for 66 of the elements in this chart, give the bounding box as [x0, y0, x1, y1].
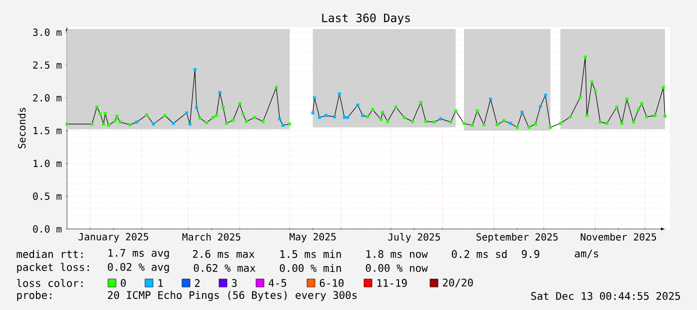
- x-tick-label: March 2025: [182, 233, 240, 241]
- text: 0.00 % min: [280, 264, 341, 272]
- point: [324, 114, 328, 118]
- y-tick-label: 2.5 m: [33, 61, 62, 69]
- y-tick-label: 0.0 m: [33, 225, 62, 233]
- legend-label: 11-19: [377, 279, 407, 287]
- point: [185, 111, 188, 114]
- point: [318, 116, 321, 119]
- text: 20 ICMP Echo Pings (56 Bytes) every 300s: [108, 290, 357, 302]
- legend-label: 1: [158, 279, 163, 287]
- text: 0.62 % max: [194, 264, 256, 272]
- y-tick-label: 1.0 m: [34, 160, 62, 168]
- point: [193, 68, 196, 72]
- point: [356, 104, 360, 107]
- legend-label: 4-5: [268, 279, 286, 287]
- legend-label: 6-10: [320, 279, 344, 287]
- y-tick-label: 2.0 m: [33, 94, 62, 102]
- point: [338, 92, 341, 96]
- text: 0.2 ms sd: [452, 250, 507, 258]
- point: [188, 122, 192, 126]
- y-tick-label: 3.0 m: [33, 28, 62, 36]
- text: 9.9: [522, 250, 540, 258]
- point: [278, 117, 282, 120]
- text: 1.5 ms min: [280, 250, 341, 258]
- text: median rtt:: [16, 250, 83, 258]
- point: [346, 116, 350, 119]
- point: [509, 122, 512, 125]
- legend-label: 0: [120, 279, 126, 287]
- point: [544, 94, 547, 97]
- text: packet loss:: [17, 262, 89, 274]
- text: 1.7 ms avg: [108, 249, 169, 259]
- point: [439, 117, 442, 120]
- point: [342, 116, 346, 119]
- text: Sat Dec 13 00:44:55 2025: [531, 292, 680, 300]
- legend-label: 3: [232, 279, 237, 287]
- point: [489, 98, 492, 101]
- point: [152, 122, 155, 126]
- y-axis-title: Seconds: [18, 108, 26, 148]
- point: [135, 120, 138, 124]
- point: [218, 91, 222, 94]
- x-tick-label: November 2025: [580, 233, 656, 241]
- x-tick-label: January 2025: [78, 233, 148, 242]
- text: 2.6 ms max: [192, 250, 254, 258]
- point: [313, 96, 316, 100]
- point: [332, 115, 336, 118]
- point: [520, 110, 524, 114]
- point: [538, 104, 542, 108]
- point: [281, 124, 284, 127]
- y-tick-label: 0.5 m: [33, 192, 62, 200]
- legend-label: 20/20: [442, 278, 473, 288]
- text: 0.02 % avg: [108, 263, 169, 273]
- legend-title: loss color:: [17, 278, 83, 288]
- x-tick-label: May 2025: [290, 233, 336, 242]
- point: [361, 114, 364, 118]
- chart-title: Last 360 Days: [322, 14, 410, 24]
- point: [195, 106, 198, 110]
- legend-label: 2: [194, 279, 200, 287]
- text: 1.8 ms now: [366, 250, 428, 258]
- text: am/s: [574, 250, 598, 258]
- text: probe:: [17, 290, 52, 302]
- point: [311, 111, 314, 114]
- text: 0.00 % now: [366, 264, 428, 272]
- y-tick-label: 1.5 m: [34, 126, 62, 134]
- x-tick-label: September 2025: [476, 233, 558, 243]
- x-tick-label: July 2025: [388, 233, 440, 243]
- point: [172, 122, 175, 125]
